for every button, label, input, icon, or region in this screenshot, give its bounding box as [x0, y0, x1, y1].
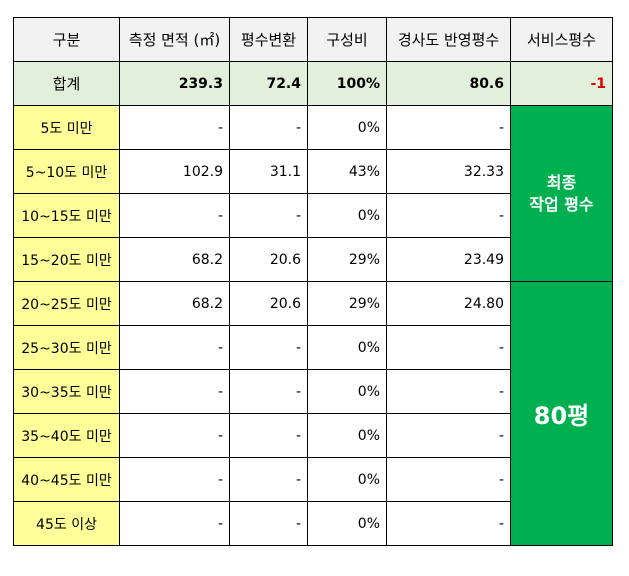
slope-area-table: 구분 측정 면적 (㎡) 평수변환 구성비 경사도 반영평수 서비스평수 합계 …: [13, 17, 613, 546]
row-pyeong[interactable]: -: [229, 413, 308, 458]
row-pyeong[interactable]: -: [229, 325, 308, 370]
row-pyeong[interactable]: 20.6: [229, 237, 308, 282]
row-area[interactable]: -: [119, 193, 230, 238]
row-slope-pyeong[interactable]: -: [386, 413, 511, 458]
table-row: 5~10도 미만 102.9 31.1 43% 32.33: [13, 149, 613, 194]
final-line2: 작업 평수: [529, 194, 594, 214]
total-label[interactable]: 합계: [13, 61, 120, 106]
row-label[interactable]: 40~45도 미만: [13, 457, 120, 502]
row-label[interactable]: 10~15도 미만: [13, 193, 120, 238]
header-ratio[interactable]: 구성비: [307, 17, 387, 62]
row-pyeong[interactable]: -: [229, 105, 308, 150]
final-line1: 최종: [546, 172, 577, 192]
row-area[interactable]: -: [119, 501, 230, 546]
table-row: 15~20도 미만 68.2 20.6 29% 23.49: [13, 237, 613, 282]
total-row: 합계 239.3 72.4 100% 80.6 -1: [13, 61, 613, 106]
final-work-area-value[interactable]: 80평: [510, 281, 613, 546]
row-ratio[interactable]: 0%: [307, 369, 387, 414]
row-pyeong[interactable]: 20.6: [229, 281, 308, 326]
row-ratio[interactable]: 0%: [307, 501, 387, 546]
row-label[interactable]: 5도 미만: [13, 105, 120, 150]
row-area[interactable]: -: [119, 325, 230, 370]
row-ratio[interactable]: 0%: [307, 413, 387, 458]
row-slope-pyeong[interactable]: -: [386, 457, 511, 502]
row-ratio[interactable]: 0%: [307, 105, 387, 150]
row-label[interactable]: 25~30도 미만: [13, 325, 120, 370]
row-slope-pyeong[interactable]: -: [386, 369, 511, 414]
row-pyeong[interactable]: -: [229, 193, 308, 238]
row-slope-pyeong[interactable]: -: [386, 193, 511, 238]
row-area[interactable]: 68.2: [119, 281, 230, 326]
total-pyeong[interactable]: 72.4: [229, 61, 308, 106]
row-label[interactable]: 30~35도 미만: [13, 369, 120, 414]
row-area[interactable]: -: [119, 457, 230, 502]
row-ratio[interactable]: 0%: [307, 325, 387, 370]
row-area[interactable]: 102.9: [119, 149, 230, 194]
row-area[interactable]: -: [119, 105, 230, 150]
table-row: 40~45도 미만 - -0% -: [13, 457, 613, 502]
table-row: 45도 이상 - -0% -: [13, 501, 613, 546]
table-row: 10~15도 미만 - -0% -: [13, 193, 613, 238]
total-ratio[interactable]: 100%: [307, 61, 387, 106]
final-work-area-label[interactable]: 최종 작업 평수: [510, 105, 613, 282]
row-label[interactable]: 5~10도 미만: [13, 149, 120, 194]
row-label[interactable]: 45도 이상: [13, 501, 120, 546]
table-row: 20~25도 미만 68.2 20.6 29% 24.80 80평: [13, 281, 613, 546]
row-slope-pyeong[interactable]: 24.80: [386, 281, 511, 326]
header-slope-pyeong[interactable]: 경사도 반영평수: [386, 17, 511, 62]
row-area[interactable]: -: [119, 369, 230, 414]
row-ratio[interactable]: 0%: [307, 457, 387, 502]
total-area[interactable]: 239.3: [119, 61, 230, 106]
row-slope-pyeong[interactable]: -: [386, 105, 511, 150]
row-area[interactable]: 68.2: [119, 237, 230, 282]
header-category[interactable]: 구분: [13, 17, 120, 62]
row-ratio[interactable]: 29%: [307, 237, 387, 282]
row-ratio[interactable]: 43%: [307, 149, 387, 194]
total-slope-pyeong[interactable]: 80.6: [386, 61, 511, 106]
row-slope-pyeong[interactable]: 23.49: [386, 237, 511, 282]
row-ratio[interactable]: 0%: [307, 193, 387, 238]
row-slope-pyeong[interactable]: -: [386, 501, 511, 546]
table-row: 5도 미만 - -0% - 최종 작업 평수: [13, 105, 613, 282]
table-row: 35~40도 미만 - -0% -: [13, 413, 613, 458]
total-service[interactable]: -1: [510, 61, 613, 106]
row-pyeong[interactable]: -: [229, 501, 308, 546]
header-area[interactable]: 측정 면적 (㎡): [119, 17, 230, 62]
row-slope-pyeong[interactable]: 32.33: [386, 149, 511, 194]
header-service[interactable]: 서비스평수: [510, 17, 613, 62]
table-row: 25~30도 미만 - -0% -: [13, 325, 613, 370]
row-pyeong[interactable]: -: [229, 457, 308, 502]
row-area[interactable]: -: [119, 413, 230, 458]
row-pyeong[interactable]: -: [229, 369, 308, 414]
row-label[interactable]: 35~40도 미만: [13, 413, 120, 458]
header-row: 구분 측정 면적 (㎡) 평수변환 구성비 경사도 반영평수 서비스평수: [13, 17, 613, 62]
row-label[interactable]: 15~20도 미만: [13, 237, 120, 282]
row-ratio[interactable]: 29%: [307, 281, 387, 326]
row-pyeong[interactable]: 31.1: [229, 149, 308, 194]
row-label[interactable]: 20~25도 미만: [13, 281, 120, 326]
row-slope-pyeong[interactable]: -: [386, 325, 511, 370]
header-pyeong[interactable]: 평수변환: [229, 17, 308, 62]
